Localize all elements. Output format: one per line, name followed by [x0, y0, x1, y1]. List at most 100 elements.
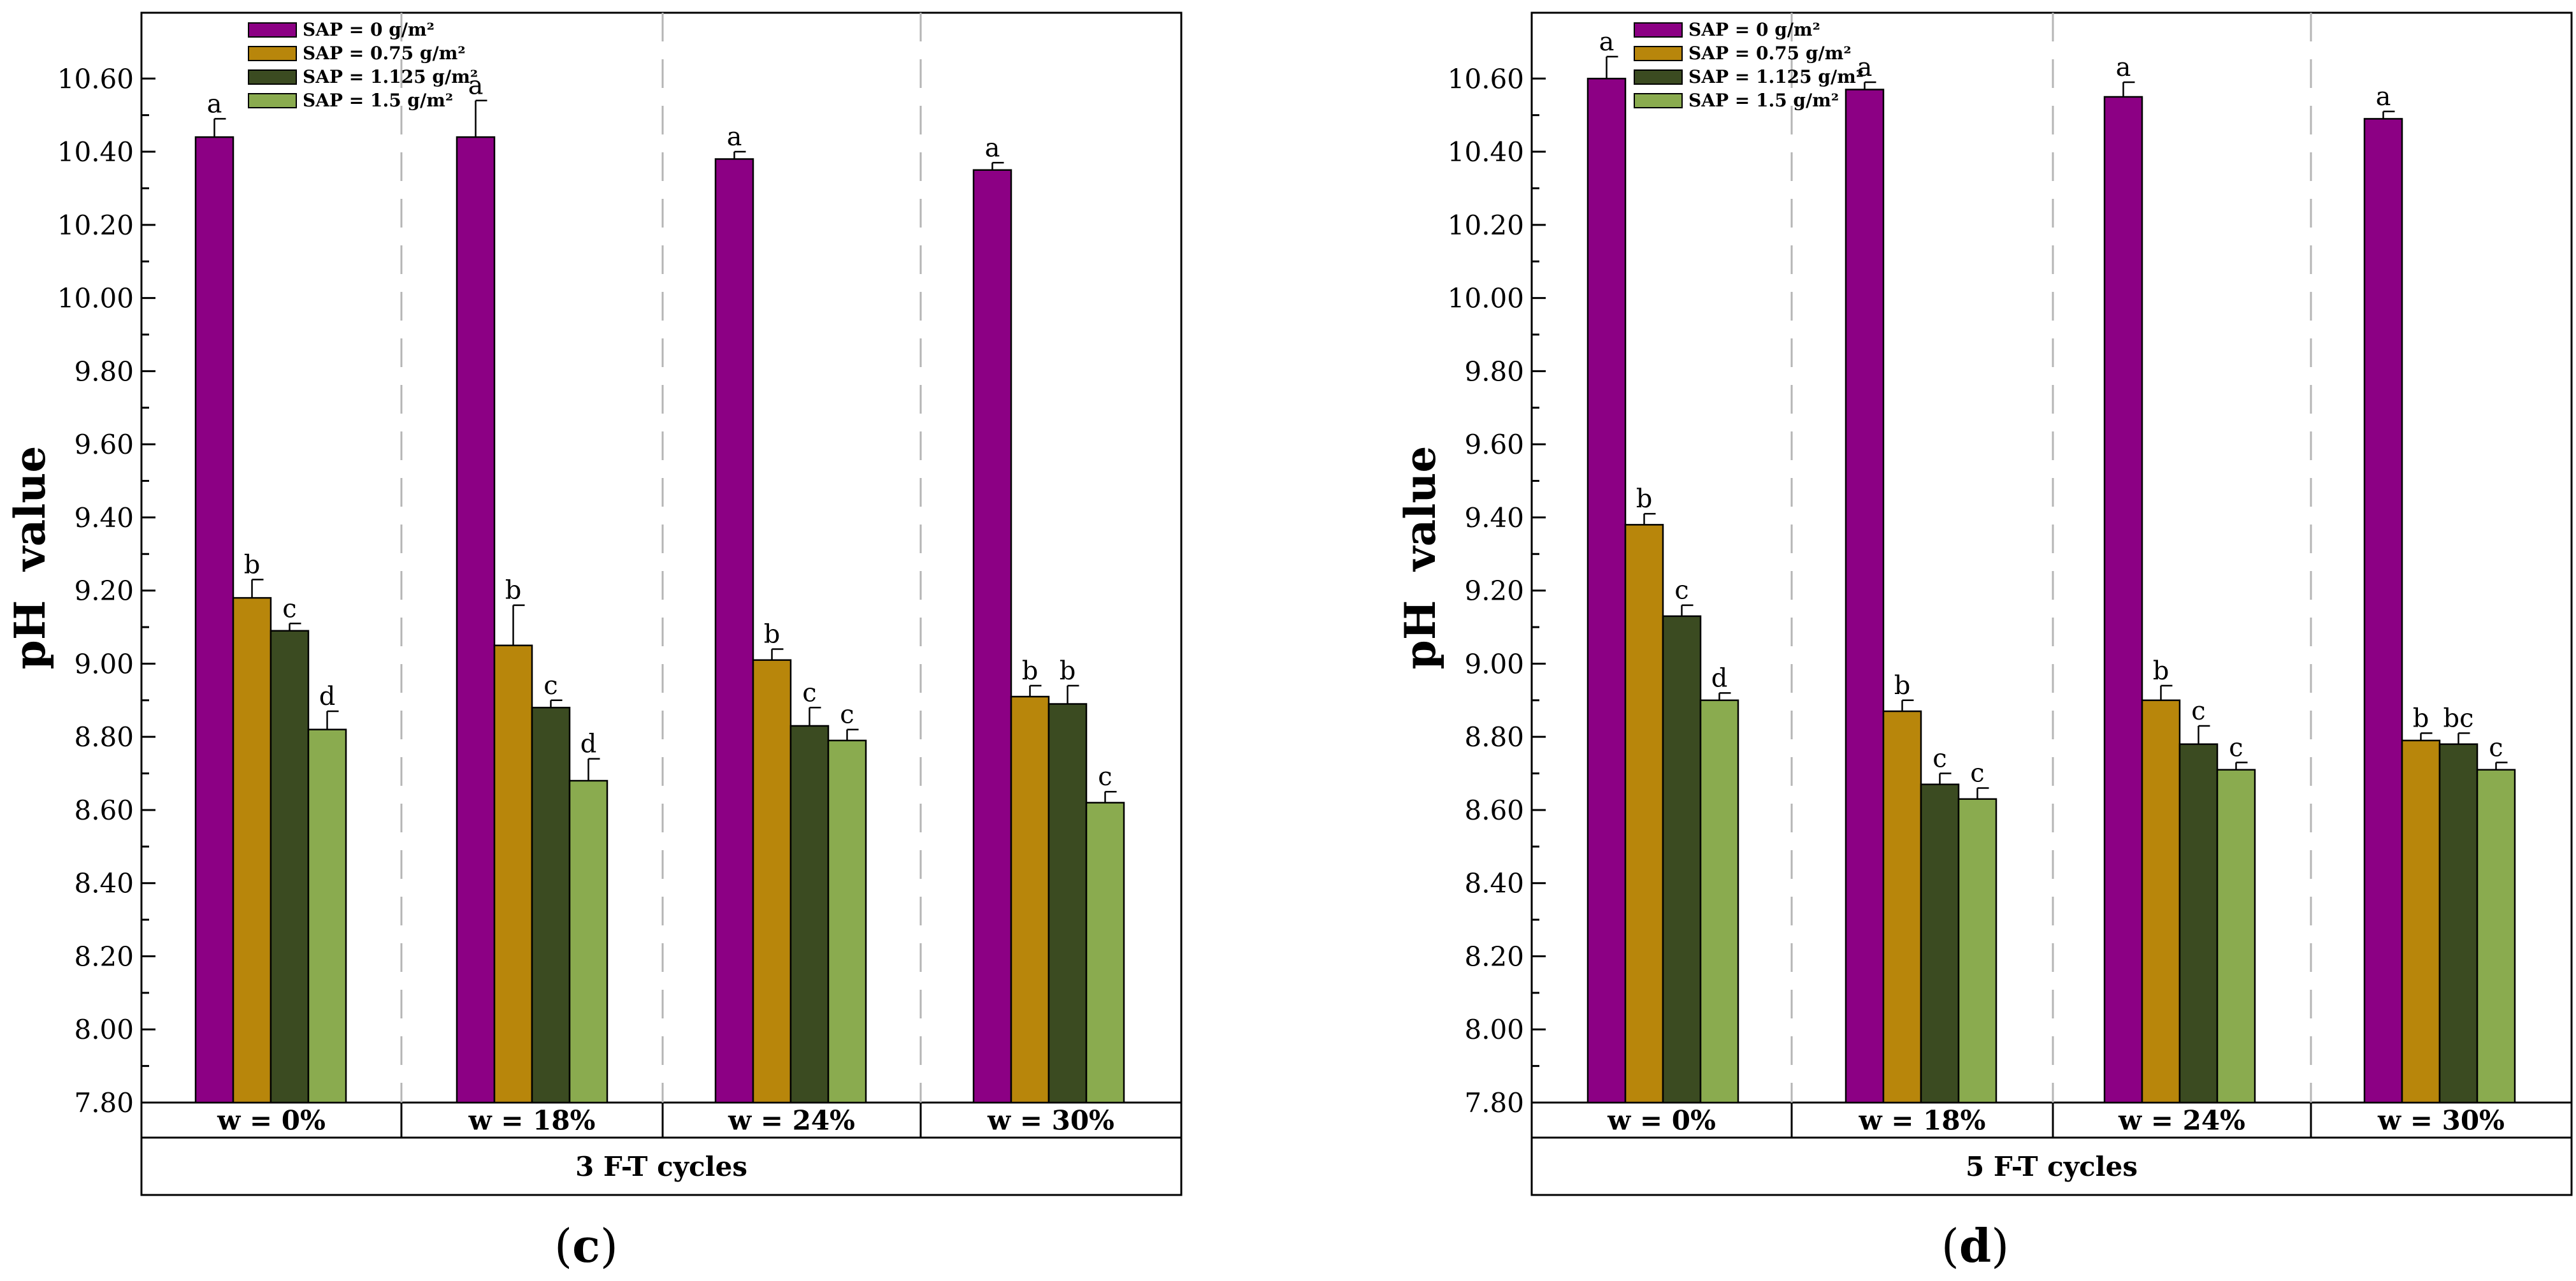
bar	[827, 739, 867, 1104]
plot-frame	[1530, 11, 2573, 1196]
bar	[1882, 710, 1922, 1104]
y-tick-label: 10.60	[1448, 63, 1524, 94]
legend-label: SAP = 1.5 g/m²	[1688, 90, 1839, 111]
bar	[789, 725, 830, 1104]
bar	[1587, 78, 1627, 1104]
y-tick-label: 10.00	[1448, 283, 1524, 314]
panel-label-close: )	[1991, 1219, 2009, 1273]
y-tick-label: 9.80	[1464, 356, 1524, 387]
bar	[1662, 615, 1702, 1104]
bar	[1010, 695, 1050, 1104]
bar	[194, 136, 234, 1104]
bar	[1845, 89, 1885, 1104]
y-tick-label: 8.20	[74, 941, 134, 972]
panel-label: (c)	[554, 1219, 618, 1273]
bar	[1624, 524, 1664, 1104]
legend-swatch	[248, 69, 297, 85]
significance-letter: c	[2229, 733, 2243, 762]
legend-swatch	[1634, 69, 1683, 85]
legend-label: SAP = 0 g/m²	[303, 19, 435, 40]
bar	[2103, 96, 2143, 1104]
significance-letter: c	[1932, 744, 1946, 774]
y-tick-label: 8.60	[1464, 795, 1524, 826]
y-tick-label: 9.60	[74, 429, 134, 460]
significance-letter: a	[1857, 53, 1873, 82]
bar	[568, 779, 608, 1104]
y-tick-label: 9.80	[74, 356, 134, 387]
bar	[307, 728, 347, 1104]
significance-letter: b	[244, 550, 261, 579]
category-label: w = 0%	[1607, 1105, 1716, 1136]
panel-label-letter: d	[1959, 1219, 1991, 1273]
bar	[2438, 743, 2479, 1104]
bar	[2401, 739, 2441, 1104]
bar	[972, 169, 1012, 1104]
significance-letter: b	[1060, 656, 1076, 686]
category-label: w = 30%	[987, 1105, 1114, 1136]
significance-letter: d	[319, 682, 336, 711]
panel-label-open: (	[554, 1219, 572, 1273]
panel-label-close: )	[600, 1219, 618, 1273]
legend-label: SAP = 0.75 g/m²	[1688, 43, 1852, 64]
panel-label-letter: c	[572, 1219, 600, 1273]
bar	[1957, 798, 1997, 1104]
significance-letter: a	[2376, 82, 2391, 112]
y-tick-label: 8.40	[74, 868, 134, 899]
significance-letter: b	[2413, 704, 2429, 733]
significance-letter: b	[505, 576, 522, 605]
bar	[714, 158, 754, 1104]
bar	[752, 659, 792, 1104]
legend-label: SAP = 1.5 g/m²	[303, 90, 453, 111]
category-label: w = 18%	[468, 1105, 596, 1136]
legend-swatch	[248, 93, 297, 108]
significance-letter: a	[468, 71, 484, 101]
significance-letter: c	[2489, 733, 2503, 762]
panel-label-open: (	[1941, 1219, 1959, 1273]
y-tick-label: 10.20	[1448, 210, 1524, 241]
legend-label: SAP = 1.125 g/m²	[1688, 66, 1864, 87]
significance-letter: a	[1599, 27, 1615, 57]
bar	[232, 597, 272, 1104]
significance-letter: a	[2116, 53, 2131, 82]
bar	[270, 630, 310, 1104]
bar	[531, 707, 571, 1104]
bar	[456, 136, 496, 1104]
significance-letter: b	[1636, 484, 1653, 514]
bar	[493, 644, 533, 1104]
panel-d: 7.80 8.00 8.20 8.40 8.60 8.80 9.00 9.20 9.40 9.60…	[1395, 11, 2573, 1273]
panel-c: 7.80 8.00 8.20 8.40 8.60 8.80 9.00 9.20 9.40 9.60…	[5, 11, 1183, 1273]
bar	[2363, 118, 2403, 1104]
significance-letter: c	[840, 700, 854, 730]
bar	[2216, 769, 2256, 1104]
y-tick-label: 10.40	[57, 136, 134, 168]
significance-letter: a	[207, 89, 222, 119]
y-tick-label: 10.20	[57, 210, 134, 241]
legend-swatch	[1634, 93, 1683, 108]
y-tick-label: 7.80	[1464, 1087, 1524, 1118]
y-tick-label: 10.00	[57, 283, 134, 314]
y-tick-label: 7.80	[74, 1087, 134, 1118]
bar	[1085, 802, 1125, 1104]
y-tick-label: 9.60	[1464, 429, 1524, 460]
bar	[1699, 699, 1739, 1104]
y-tick-label: 8.60	[74, 795, 134, 826]
y-tick-label: 10.60	[57, 63, 134, 94]
significance-letter: b	[2153, 656, 2169, 686]
y-tick-label: 8.40	[1464, 868, 1524, 899]
y-tick-label: 9.40	[1464, 502, 1524, 533]
y-tick-label: 9.40	[74, 502, 134, 533]
significance-letter: c	[1098, 762, 1112, 792]
group-label: 3 F-T cycles	[575, 1151, 747, 1182]
significance-letter: c	[282, 594, 296, 623]
legend-label: SAP = 0 g/m²	[1688, 19, 1820, 40]
significance-letter: b	[1894, 671, 1911, 700]
legend-swatch	[1634, 46, 1683, 61]
panel-label: (d)	[1941, 1219, 2010, 1273]
legend-swatch	[248, 22, 297, 38]
category-label: w = 0%	[217, 1105, 326, 1136]
bar	[1047, 703, 1088, 1104]
bar	[2141, 699, 2181, 1104]
category-label: w = 24%	[728, 1105, 855, 1136]
y-tick-label: 9.20	[74, 575, 134, 607]
